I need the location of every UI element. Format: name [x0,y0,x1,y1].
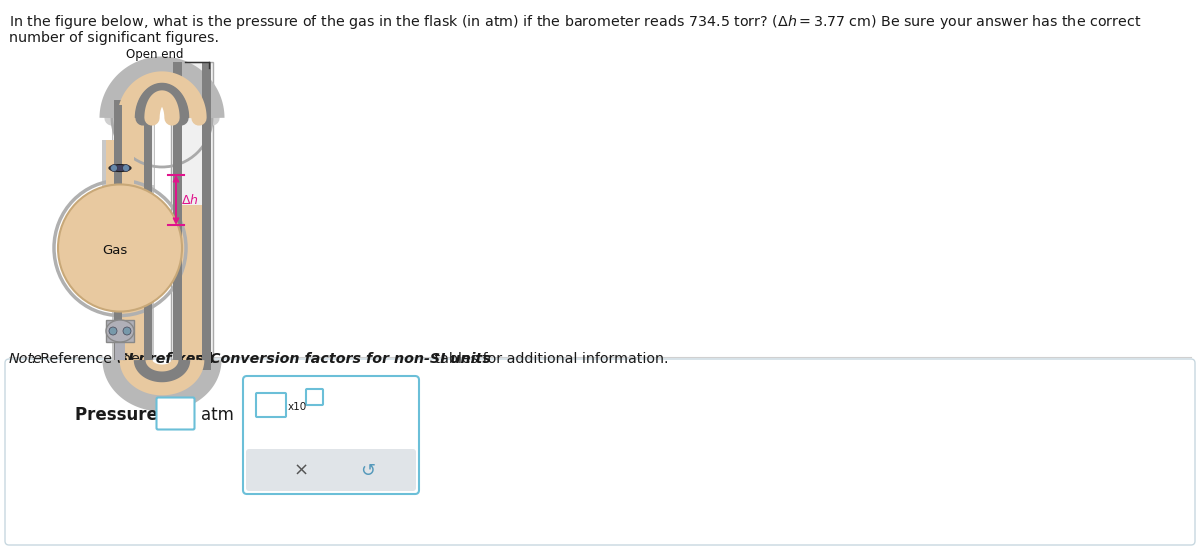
Text: In the figure below, what is the pressure of the gas in the flask (in atm) if th: In the figure below, what is the pressur… [10,13,1141,31]
Bar [173,62,182,370]
Text: $\mathit{\Delta h}$: $\mathit{\Delta h}$ [181,193,199,207]
Text: ↺: ↺ [360,462,376,480]
Text: number of significant figures.: number of significant figures. [10,31,220,45]
FancyBboxPatch shape [246,449,416,491]
Ellipse shape [106,320,134,342]
Bar [115,340,125,360]
Bar [114,185,122,360]
Text: : Reference the: : Reference the [31,352,144,366]
Text: ×: × [293,462,308,480]
FancyBboxPatch shape [242,376,419,494]
Ellipse shape [122,165,130,171]
Ellipse shape [58,185,182,311]
Bar [106,320,134,342]
Text: and: and [182,352,217,366]
FancyBboxPatch shape [156,397,194,429]
Bar [106,140,134,191]
Text: Open end: Open end [126,48,184,61]
Bar [116,100,150,190]
FancyBboxPatch shape [306,389,323,405]
Bar [114,105,122,135]
Ellipse shape [109,165,131,171]
Ellipse shape [124,327,131,335]
Bar [144,105,152,135]
Text: x10: x10 [288,402,307,412]
Bar [116,185,150,360]
Ellipse shape [109,327,118,335]
Bar [250,452,413,488]
Bar [112,100,154,190]
Text: Conversion factors for non-SI units: Conversion factors for non-SI units [210,352,491,366]
Bar [175,205,209,370]
Bar [144,185,152,360]
FancyBboxPatch shape [5,359,1195,545]
Bar [102,140,138,191]
Bar [172,62,214,370]
Bar [116,105,150,135]
Text: Note: Note [10,352,43,366]
Text: tables for additional information.: tables for additional information. [430,352,668,366]
Text: SI prefixes: SI prefixes [118,352,204,366]
Bar [112,185,154,360]
Text: Pressure =: Pressure = [74,406,178,424]
FancyBboxPatch shape [256,393,286,417]
Text: Gas: Gas [102,245,127,257]
Bar [202,62,211,370]
Ellipse shape [110,165,118,171]
Text: atm: atm [202,406,234,424]
Bar [114,100,122,190]
Bar [144,100,152,190]
